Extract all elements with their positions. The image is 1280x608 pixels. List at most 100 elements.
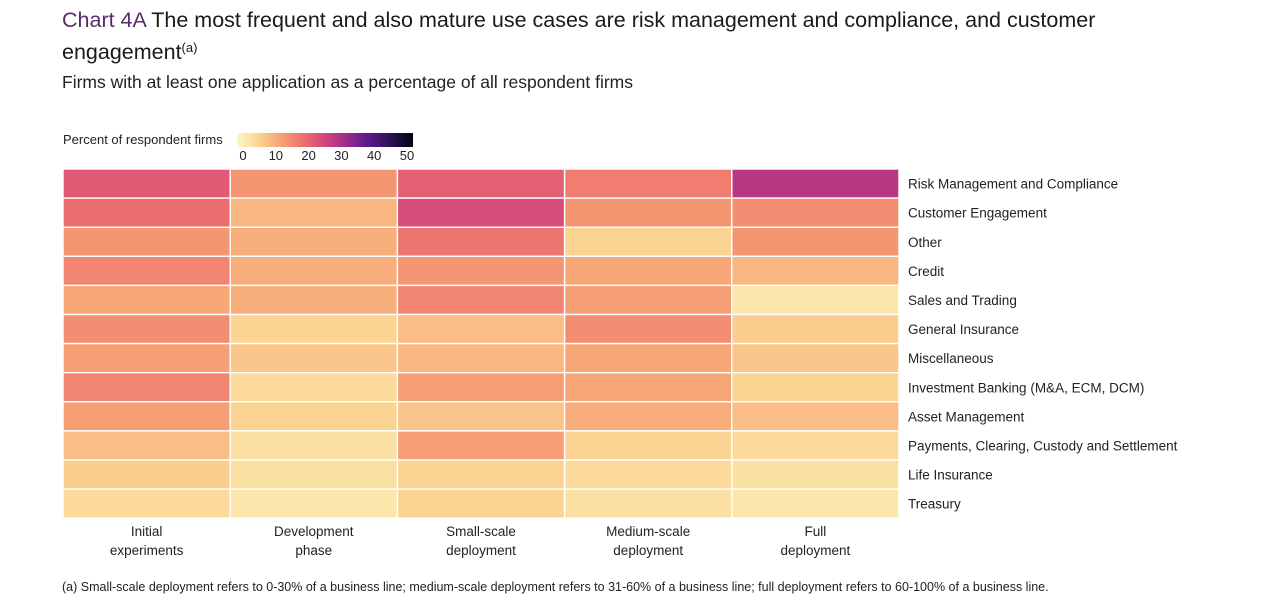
heatmap-cell: [731, 168, 900, 199]
row-label: Life Insurance: [908, 468, 993, 483]
heatmap-cell: [62, 168, 231, 199]
colorbar-tick-label: 0: [239, 148, 246, 163]
colorbar-tick-label: 30: [334, 148, 348, 163]
heatmap-cell: [62, 284, 231, 316]
heatmap-cell: [396, 459, 566, 490]
heatmap-cell: [563, 168, 733, 199]
heatmap-cell: [396, 284, 566, 316]
colorbar-tick-label: 50: [400, 148, 414, 163]
heatmap-cell: [731, 342, 900, 374]
heatmap-cell: [396, 168, 566, 199]
heatmap-cell: [396, 342, 566, 374]
heatmap-cell: [563, 401, 733, 432]
heatmap-cell: [396, 488, 566, 519]
colorbar-tick-label: 10: [269, 148, 283, 163]
chart-title: Chart 4A The most frequent and also matu…: [62, 6, 1142, 66]
heatmap-cell: [396, 401, 566, 432]
column-label: Full: [805, 524, 827, 539]
heatmap-cell: [563, 459, 733, 490]
heatmap-cell: [563, 197, 733, 228]
row-label: General Insurance: [908, 322, 1019, 337]
heatmap-cell: [229, 197, 399, 228]
colorbar: Percent of respondent firms 0 10 20 30 40 50: [63, 132, 414, 163]
heatmap-cell: [62, 430, 231, 461]
heatmap-cell: [563, 284, 733, 316]
heatmap-cell: [731, 488, 900, 519]
heatmap-cell: [563, 488, 733, 519]
column-label: Medium-scale: [606, 524, 690, 539]
heatmap-cell: [62, 226, 231, 257]
colorbar-gradient: [237, 133, 413, 147]
heatmap-cell: [229, 459, 399, 490]
heatmap-cell: [731, 313, 900, 345]
footnote: (a) Small-scale deployment refers to 0-3…: [62, 580, 1049, 594]
row-label: Other: [908, 235, 942, 250]
colorbar-label: Percent of respondent firms: [63, 132, 223, 147]
row-label: Credit: [908, 264, 944, 279]
column-label: Small-scale: [446, 524, 516, 539]
column-label: experiments: [110, 543, 184, 558]
heatmap-cell: [229, 430, 399, 461]
heatmap-cell: [62, 255, 231, 287]
heatmap-cell: [62, 488, 231, 519]
row-labels: Risk Management and Compliance Customer E…: [908, 177, 1178, 512]
heatmap-cells: [62, 168, 900, 519]
heatmap-cell: [229, 488, 399, 519]
heatmap-cell: [396, 372, 566, 403]
colorbar-tick-label: 40: [367, 148, 381, 163]
row-label: Miscellaneous: [908, 351, 994, 366]
heatmap-cell: [563, 313, 733, 345]
heatmap-cell: [563, 226, 733, 257]
column-label: deployment: [446, 543, 516, 558]
row-label: Treasury: [908, 497, 961, 512]
heatmap-cell: [731, 284, 900, 316]
heatmap-cell: [731, 372, 900, 403]
heatmap-cell: [229, 168, 399, 199]
heatmap-cell: [229, 372, 399, 403]
heatmap-cell: [229, 226, 399, 257]
row-label: Risk Management and Compliance: [908, 177, 1118, 192]
heatmap-cell: [731, 226, 900, 257]
colorbar-tick-label: 20: [301, 148, 315, 163]
heatmap-cell: [731, 430, 900, 461]
heatmap-cell: [563, 372, 733, 403]
heatmap-cell: [731, 197, 900, 228]
column-label: deployment: [613, 543, 683, 558]
column-label: Initial: [131, 524, 163, 539]
heatmap-cell: [396, 197, 566, 228]
column-labels: Initial experiments Development phase Small-…: [110, 524, 851, 558]
chart-number: Chart 4A: [62, 8, 146, 32]
chart-subtitle: Firms with at least one application as a…: [62, 72, 633, 92]
heatmap-cell: [62, 313, 231, 345]
column-label: phase: [295, 543, 332, 558]
heatmap-cell: [229, 342, 399, 374]
heatmap-cell: [731, 401, 900, 432]
heatmap-cell: [229, 401, 399, 432]
heatmap-cell: [396, 430, 566, 461]
row-label: Sales and Trading: [908, 293, 1017, 308]
column-label: deployment: [781, 543, 851, 558]
heatmap-chart: Percent of respondent firms 0 10 20 30 40 50 R…: [62, 132, 1178, 558]
heatmap-cell: [229, 284, 399, 316]
title-footnote-marker: (a): [181, 40, 198, 55]
heatmap-cell: [563, 342, 733, 374]
heatmap-cell: [62, 401, 231, 432]
heatmap-cell: [396, 313, 566, 345]
heatmap-cell: [62, 459, 231, 490]
heatmap-cell: [731, 255, 900, 287]
row-label: Investment Banking (M&A, ECM, DCM): [908, 380, 1144, 395]
row-label: Customer Engagement: [908, 206, 1047, 221]
heatmap-cell: [62, 372, 231, 403]
heatmap-cell: [229, 313, 399, 345]
heatmap-cell: [62, 197, 231, 228]
heatmap-cell: [731, 459, 900, 490]
column-label: Development: [274, 524, 354, 539]
heatmap-cell: [62, 342, 231, 374]
heatmap-cell: [229, 255, 399, 287]
row-label: Payments, Clearing, Custody and Settleme…: [908, 438, 1178, 453]
heatmap-cell: [396, 226, 566, 257]
row-label: Asset Management: [908, 409, 1025, 424]
heatmap-cell: [563, 430, 733, 461]
heatmap-cell: [396, 255, 566, 287]
heatmap-cell: [563, 255, 733, 287]
